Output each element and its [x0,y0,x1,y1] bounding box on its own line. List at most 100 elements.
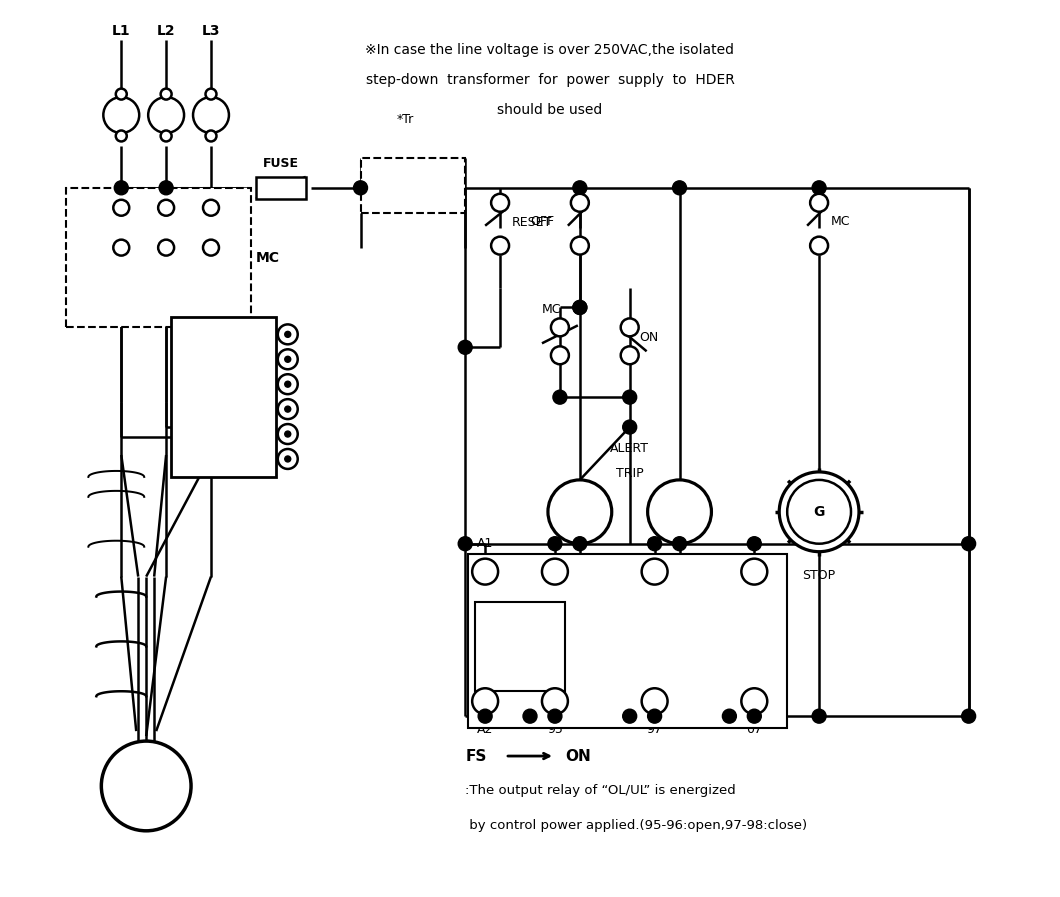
Text: MC: MC [831,215,850,228]
Text: L1: L1 [112,24,130,39]
Circle shape [961,536,975,551]
Bar [255,177,305,199]
Text: ALERT: ALERT [611,442,649,455]
Bar [360,158,465,213]
Text: 07: 07 [746,723,762,736]
Text: A2: A2 [477,723,493,736]
Text: MC: MC [255,250,280,265]
Text: OFF: OFF [530,215,554,228]
Text: 96: 96 [547,536,563,550]
Bar [475,602,565,692]
Circle shape [572,536,587,551]
Circle shape [548,710,562,723]
Circle shape [148,97,184,133]
Circle shape [472,559,498,585]
Text: R: R [674,505,685,518]
Circle shape [622,390,637,405]
Circle shape [551,346,569,364]
Circle shape [810,237,828,255]
Circle shape [548,536,562,551]
Text: AL: AL [683,581,696,591]
Circle shape [572,181,587,195]
Text: L2: L2 [157,24,176,39]
Circle shape [278,449,298,469]
Text: *Tr: *Tr [396,113,414,126]
Circle shape [641,688,668,714]
Circle shape [672,536,687,551]
Circle shape [285,331,290,337]
Bar [67,187,251,327]
Circle shape [491,237,509,255]
Circle shape [158,200,174,215]
Circle shape [571,237,588,255]
Circle shape [278,349,298,370]
Text: G: G [813,505,825,518]
Circle shape [648,480,711,544]
Circle shape [278,424,298,444]
Circle shape [458,340,472,354]
Circle shape [542,559,568,585]
Circle shape [491,194,509,212]
Text: OL: OL [582,581,598,591]
Circle shape [621,318,639,336]
Circle shape [747,536,761,551]
Circle shape [113,200,129,215]
Circle shape [159,181,173,195]
Circle shape [116,130,127,142]
Circle shape [102,741,191,831]
Text: MC: MC [568,505,591,518]
Circle shape [278,374,298,394]
Circle shape [741,688,767,714]
Circle shape [285,381,290,388]
Text: L3: L3 [201,24,220,39]
Circle shape [523,710,537,723]
Circle shape [542,688,568,714]
Text: TRIP: TRIP [616,467,643,480]
Circle shape [116,89,127,100]
Circle shape [161,89,172,100]
Text: HDER-3DE: HDER-3DE [196,355,206,419]
Text: FS: FS [465,748,487,763]
Text: A1: A1 [477,536,493,550]
Circle shape [113,239,129,256]
Circle shape [622,420,637,434]
Circle shape [551,318,569,336]
Circle shape [206,130,216,142]
Circle shape [114,181,128,195]
Text: 97: 97 [647,723,662,736]
Text: 98: 98 [647,536,662,550]
Bar [171,318,276,477]
Text: ON: ON [565,748,590,763]
Circle shape [285,356,290,362]
Circle shape [788,480,851,544]
Text: 08: 08 [746,536,762,550]
Circle shape [553,390,567,405]
Circle shape [572,300,587,315]
Circle shape [204,200,219,215]
Circle shape [478,710,492,723]
Circle shape [672,181,687,195]
Circle shape [285,431,290,437]
Circle shape [472,688,498,714]
Text: by control power applied.(95-96:open,97-98:close): by control power applied.(95-96:open,97-… [465,819,808,832]
Text: /UL: /UL [581,597,599,606]
Circle shape [278,325,298,344]
Circle shape [622,710,637,723]
Circle shape [206,89,216,100]
Text: MC: MC [542,303,562,316]
Circle shape [961,710,975,723]
Text: 95: 95 [547,723,563,736]
Circle shape [458,536,472,551]
Circle shape [193,97,229,133]
Circle shape [158,239,174,256]
Text: FUSE: FUSE [263,157,299,170]
Circle shape [161,130,172,142]
Circle shape [354,181,368,195]
Circle shape [648,710,661,723]
Circle shape [641,559,668,585]
Circle shape [779,472,859,552]
Circle shape [572,300,587,315]
Circle shape [810,194,828,212]
Text: STOP: STOP [802,569,835,581]
Circle shape [204,239,219,256]
